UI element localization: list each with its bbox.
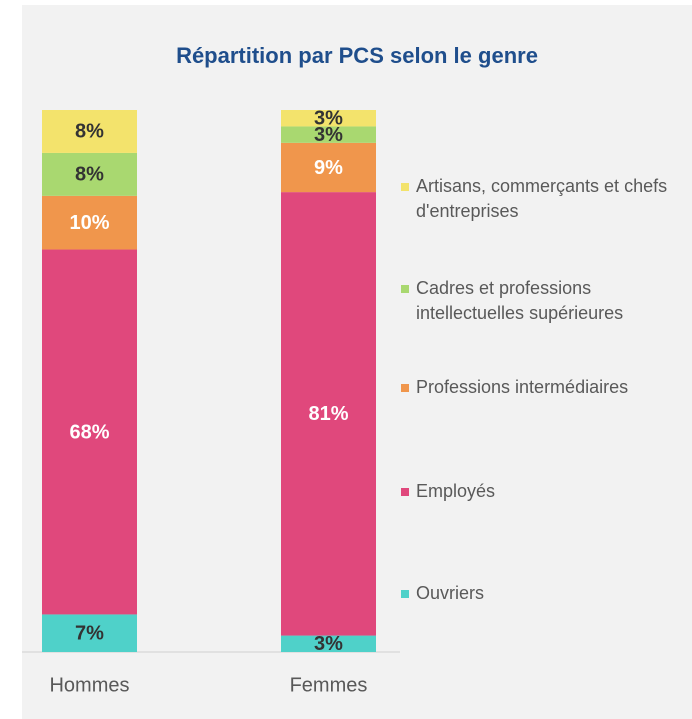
bar-segment [281,192,376,636]
legend-item: Ouvriers [401,581,688,606]
legend-label: Professions intermédiaires [416,377,629,397]
legend-item: Cadres et professions intellectuelles su… [401,276,688,326]
bar-segment [42,249,137,615]
legend-item: Employés [401,479,688,504]
bar-segment [42,195,137,250]
bar-segment [42,110,137,153]
bar-segment [281,635,376,652]
legend-label: Employés [416,481,496,501]
legend-swatch [401,285,409,293]
data-label: 8% [75,121,104,143]
legend-swatch [401,384,409,392]
bar-segment [42,152,137,196]
bar-segment [281,142,376,193]
bar-segment [281,110,376,127]
legend-item: Professions intermédiaires [401,375,688,400]
legend-swatch [401,183,409,191]
data-label: 68% [69,421,109,443]
x-tick-label: Femmes [290,674,368,696]
data-label: 3% [314,633,343,655]
chart-title: Répartition par PCS selon le genre [176,43,538,68]
data-label: 3% [314,124,343,146]
data-label: 8% [75,164,104,186]
data-label: 10% [69,212,109,234]
data-label: 3% [314,107,343,129]
legend-label: Ouvriers [416,583,485,603]
bar-segment [42,614,137,652]
legend-swatch [401,488,409,496]
legend-label: Cadres et professions intellectuelles su… [416,278,624,323]
data-label: 9% [314,157,343,179]
legend-item: Artisans, commerçants et chefs d'entrepr… [401,174,688,224]
legend-swatch [401,590,409,598]
bar-segment [281,126,376,143]
data-label: 7% [75,622,104,644]
legend-label: Artisans, commerçants et chefs d'entrepr… [416,176,668,221]
x-tick-label: Hommes [49,674,129,696]
data-label: 81% [308,403,348,425]
